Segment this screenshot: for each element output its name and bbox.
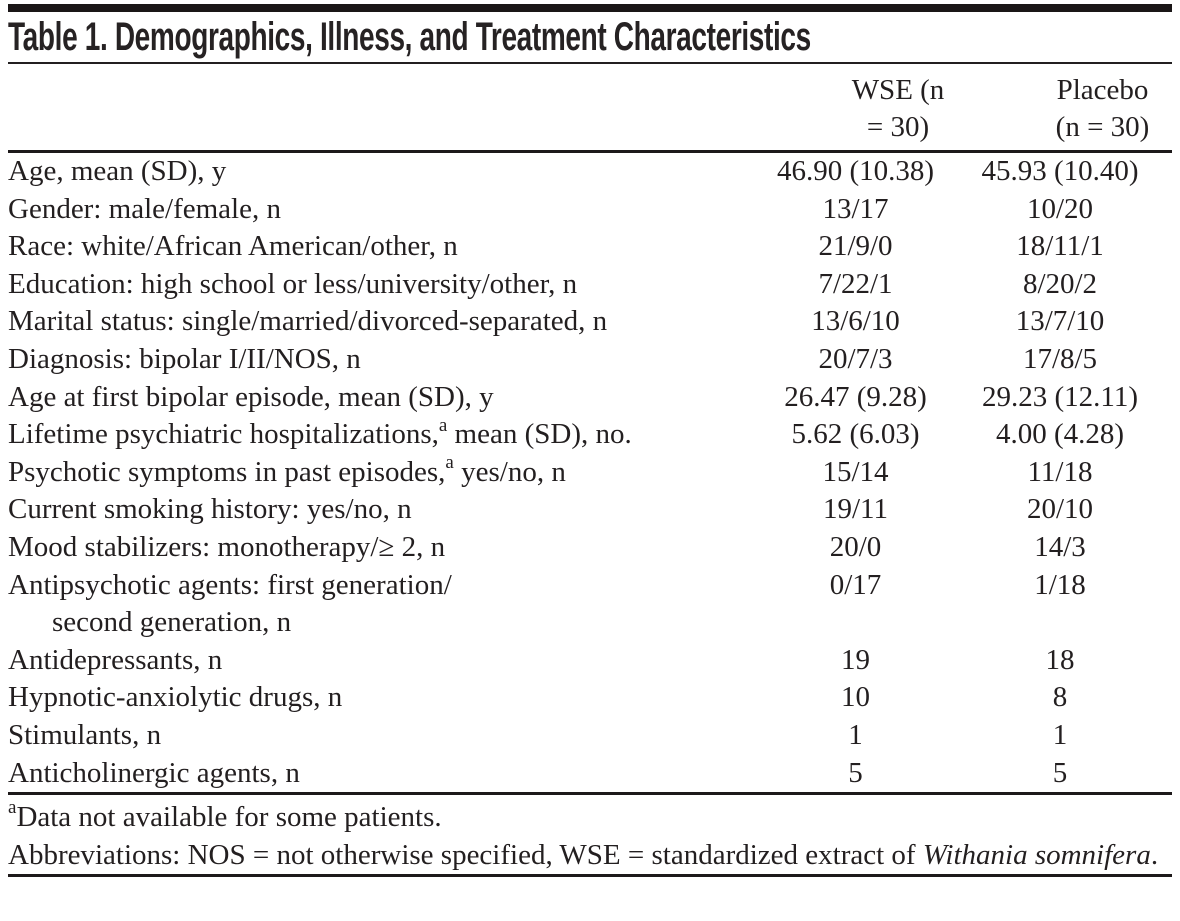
wse-value: 19 [841,643,870,676]
table-row: Stimulants, n 1 1 [8,717,1172,755]
table-row: Antidepressants, n 19 18 [8,642,1172,680]
placebo-value: 14/3 [1034,530,1086,563]
row-label: Antipsychotic agents: first generation/s… [8,567,763,642]
wse-value: 13/17 [822,192,889,225]
placebo-value: 8 [1052,681,1068,714]
table-row: Education: high school or less/universit… [8,266,1172,304]
placebo-value: 4.00 (4.28) [995,418,1125,451]
wse-value: 20/7/3 [818,342,893,375]
table-title: Table 1. Demographics, Illness, and Trea… [8,14,811,59]
row-label: Antidepressants, n [8,643,223,676]
footnote-a-text: Data not available for some patients. [16,801,442,834]
demographics-table: WSE (n = 30) Placebo (n = 30) Age, mean … [8,64,1172,792]
table-row: Psychotic symptoms in past episodes,a ye… [8,452,1172,492]
footnote-a-marker: a [8,797,17,819]
placebo-value: 8/20/2 [1022,267,1098,300]
wse-value: 1 [848,718,863,751]
footnote-abbreviations: Abbreviations: NOS = not otherwise speci… [8,836,1172,874]
placebo-value: 18 [1045,643,1075,676]
table-row: Current smoking history: yes/no, n 19/11 2… [8,491,1172,529]
table-header: WSE (n = 30) Placebo (n = 30) [8,64,1172,153]
table-row: Hypnotic-anxiolytic drugs, n 10 8 [8,679,1172,717]
row-label-line2: second generation, n [52,606,292,639]
wse-value: 7/22/1 [818,267,893,300]
row-label: Anticholinergic agents, n [8,756,300,789]
wse-value: 15/14 [822,455,889,488]
footnote-abbr-species: Withania somnifera [922,839,1151,872]
wse-value: 0/17 [829,568,882,601]
table-row: Antipsychotic agents: first generation/s… [8,567,1172,642]
table-row: Lifetime psychiatric hospitalizations,a … [8,416,1172,454]
table-row: Mood stabilizers: monotherapy/≥ 2, n 20/0… [8,529,1172,567]
wse-value: 10 [841,681,870,714]
footnote-abbr-period: . [1150,839,1159,872]
header-row: WSE (n = 30) Placebo (n = 30) [8,64,1172,153]
table-row: Gender: male/female, n 13/17 10/20 [8,191,1172,229]
footnote-abbr-text: Abbreviations: NOS = not otherwise speci… [8,839,923,872]
wse-value: 19/11 [823,493,888,526]
row-label: Psychotic symptoms in past episodes,a ye… [8,452,566,488]
header-wse: WSE (n = 30) [763,64,948,153]
row-label: Diagnosis: bipolar I/II/NOS, n [8,342,361,375]
table-row: Age at first bipolar episode, mean (SD),… [8,379,1172,417]
placebo-value: 1/18 [1034,568,1086,601]
row-label: Marital status: single/married/divorced-… [8,305,608,338]
top-rule-bar [8,4,1172,12]
row-label: Mood stabilizers: monotherapy/≥ 2, n [8,530,446,563]
footnote-marker: a [445,452,454,474]
wse-value: 20/0 [829,530,882,563]
placebo-value: 5 [1052,756,1068,789]
wse-value: 5.62 (6.03) [791,418,920,451]
wse-value: 21/9/0 [818,230,893,263]
placebo-value: 11/18 [1027,455,1093,488]
wse-value: 5 [848,756,863,789]
row-label: Education: high school or less/universit… [8,267,578,300]
row-label: Current smoking history: yes/no, n [8,493,412,526]
row-label: Hypnotic-anxiolytic drugs, n [8,681,343,714]
wse-value: 26.47 (9.28) [784,380,927,413]
table-body: Age, mean (SD), y 46.90 (10.38) 45.93 (10.… [8,152,1172,793]
row-label: Lifetime psychiatric hospitalizations,a … [8,414,632,451]
table-title-row: Table 1. Demographics, Illness, and Trea… [8,12,1172,64]
placebo-value: 20/10 [1026,493,1094,526]
row-label: Stimulants, n [8,718,162,751]
table-row: Age, mean (SD), y 46.90 (10.38) 45.93 (10.… [8,152,1172,191]
header-empty-cell [8,64,763,153]
placebo-value: 29.23 (12.11) [982,380,1138,413]
wse-value: 46.90 (10.38) [776,155,935,187]
placebo-value: 1 [1052,718,1068,751]
placebo-value: 18/11/1 [1016,230,1104,263]
placebo-value: 17/8/5 [1022,342,1098,375]
wse-value: 13/6/10 [811,305,900,338]
row-label: Gender: male/female, n [8,192,281,225]
table-row: Race: white/African American/other, n 21/… [8,228,1172,266]
footnote-a: aData not available for some patients. [8,798,1172,836]
table-row: Anticholinergic agents, n 5 5 [8,755,1172,793]
placebo-value: 13/7/10 [1015,305,1105,338]
row-label: Age, mean (SD), y [8,155,227,187]
header-wse-label: WSE (n = 30) [851,74,945,143]
row-label: Age at first bipolar episode, mean (SD),… [8,380,494,413]
placebo-value: 45.93 (10.40) [981,155,1139,187]
header-placebo: Placebo (n = 30) [948,64,1172,153]
table-row: Marital status: single/married/divorced-… [8,303,1172,341]
header-placebo-line2: (n = 30) [1055,111,1150,143]
footnote-marker: a [438,414,448,436]
table-row: Diagnosis: bipolar I/II/NOS, n 20/7/3 17/8… [8,341,1172,379]
footnotes: aData not available for some patients. A… [8,792,1172,878]
placebo-value: 10/20 [1026,192,1094,225]
header-placebo-line1: Placebo [1056,74,1149,106]
row-label: Race: white/African American/other, n [8,230,458,263]
